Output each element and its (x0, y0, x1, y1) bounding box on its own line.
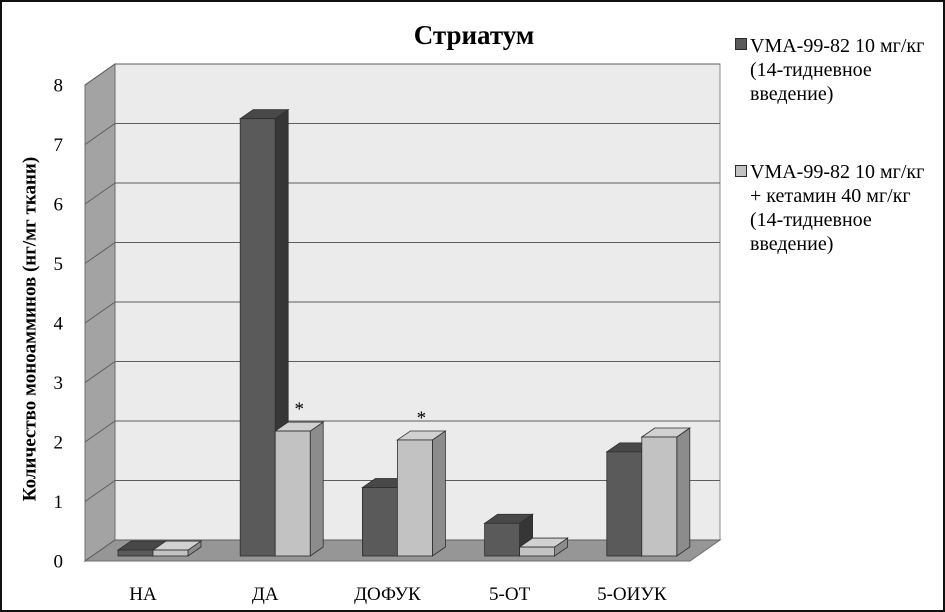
bar-side-face (676, 427, 691, 557)
bar-front-face (484, 522, 521, 557)
x-category-label: ДА (252, 584, 279, 605)
bar-front-face (274, 430, 311, 557)
y-tick-label: 8 (54, 76, 64, 97)
bar-front-face (361, 487, 398, 557)
left-wall-gridline (84, 182, 116, 205)
left-wall-gridline (84, 539, 116, 562)
legend-swatch-series-2 (735, 165, 747, 177)
bar-side-face (431, 430, 446, 557)
left-wall-gridline (84, 63, 116, 86)
y-tick-labels: 0 1 2 3 4 5 6 7 8 (54, 76, 64, 573)
legend-swatch-series-1 (735, 38, 747, 50)
bar-category-5-series-2 (640, 427, 692, 557)
legend-label-series-1: VMA-99-82 10 мг/кг (14-тидневное введени… (750, 35, 925, 105)
left-wall-gridline (84, 242, 116, 264)
y-tick-label: 3 (54, 373, 64, 394)
y-tick-label: 7 (54, 135, 64, 156)
left-wall-gridline (84, 420, 116, 443)
bar-category-3-series-2 (396, 430, 447, 557)
x-category-label: НА (129, 584, 157, 605)
y-tick-label: 6 (54, 195, 64, 216)
y-tick-label: 2 (54, 433, 64, 454)
y-tick-label: 5 (54, 254, 64, 275)
left-wall-gridline (84, 123, 116, 145)
bar-front-face (117, 549, 154, 557)
bar-category-4-series-2 (518, 537, 569, 557)
legend-label-series-2: VMA-99-82 10 мг/кг + кетамин 40 мг/кг (1… (750, 161, 925, 255)
y-tick-label: 0 (54, 552, 64, 573)
bar-category-2-series-2 (273, 421, 325, 557)
left-wall-gridline (84, 361, 116, 383)
x-category-label: 5-ОТ (489, 584, 531, 605)
significance-asterisk: * (417, 408, 427, 429)
bars (116, 108, 692, 557)
y-axis-label: Количество моноамминов (нг/мг ткани) (20, 157, 41, 501)
gridlines (84, 63, 720, 562)
bar-annotations: * * (294, 399, 426, 429)
left-wall-gridline (84, 480, 116, 502)
y-tick-label: 1 (54, 492, 64, 513)
x-category-label: 5-ОИУК (597, 584, 667, 605)
y-tick-label: 4 (54, 314, 64, 335)
bar-front-face (239, 118, 276, 557)
bar-front-face (152, 549, 189, 557)
bar-front-face (641, 436, 678, 557)
chart-title: Стриатум (414, 20, 535, 50)
bar-category-1-series-2 (151, 540, 203, 557)
left-wall-gridline (84, 301, 116, 324)
bar-side-face (309, 421, 324, 557)
significance-asterisk: * (294, 399, 304, 420)
bar-category-4-series-1 (483, 513, 534, 557)
bar-front-face (519, 546, 555, 557)
x-category-labels: НА ДА ДОФУК 5-ОТ 5-ОИУК (129, 584, 667, 605)
bar-front-face (396, 439, 433, 557)
bar-front-face (606, 451, 643, 557)
x-category-label: ДОФУК (354, 584, 421, 605)
